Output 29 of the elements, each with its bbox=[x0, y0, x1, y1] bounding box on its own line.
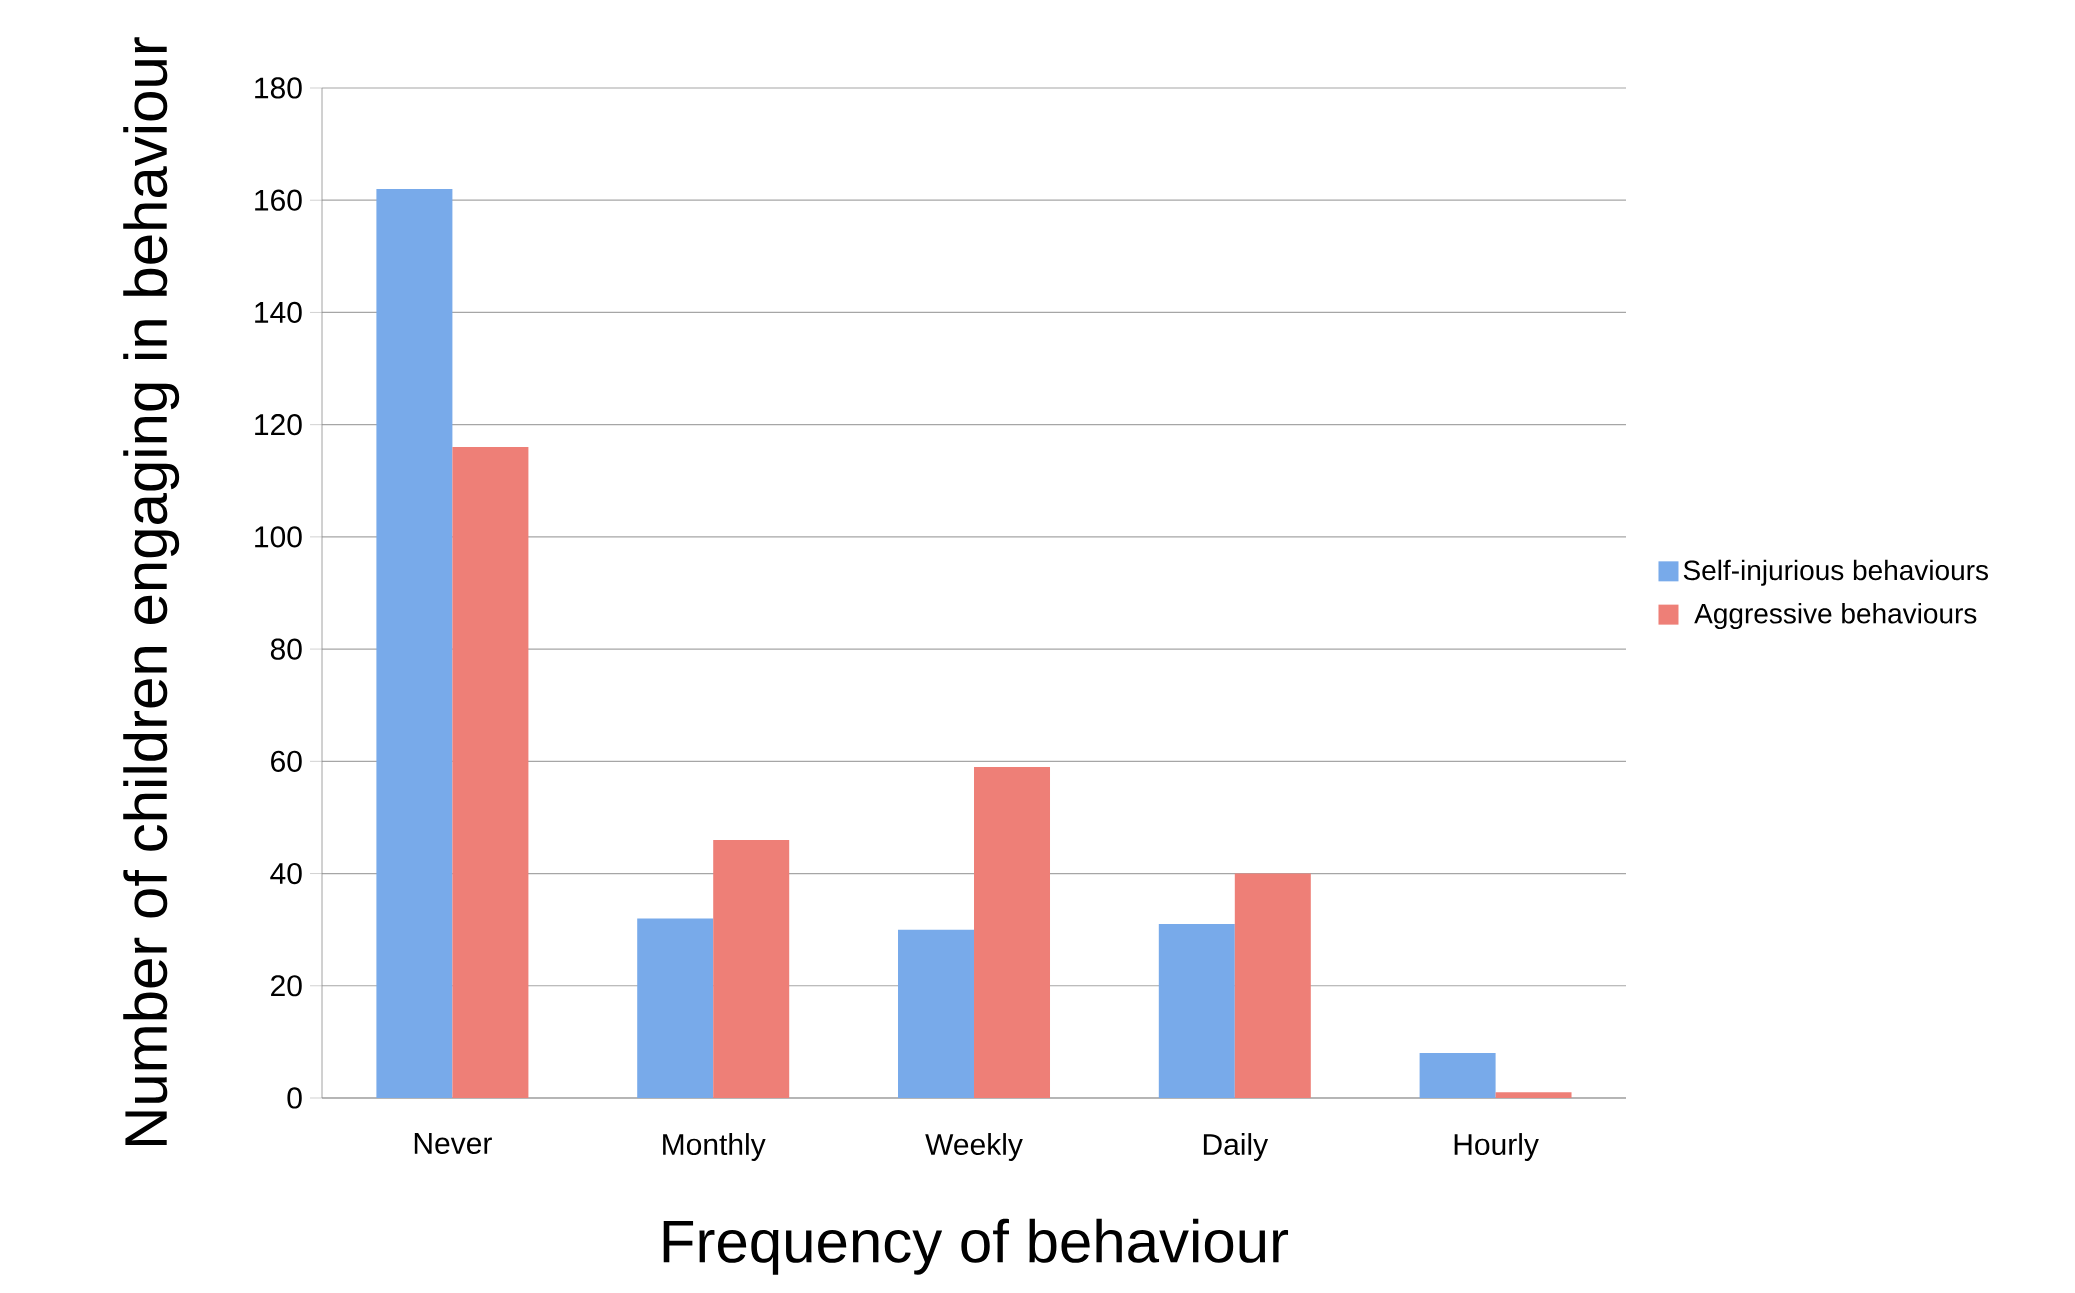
x-tick-label: Hourly bbox=[1454, 1133, 1539, 1161]
x-tick-label: Weekly bbox=[925, 1133, 1023, 1161]
bar bbox=[974, 766, 1050, 1098]
bar bbox=[713, 839, 790, 1098]
y-tick-label: 100 bbox=[255, 526, 302, 548]
bar bbox=[1234, 873, 1311, 1098]
legend-label: Self-injurious behaviours bbox=[1683, 559, 1988, 586]
bar bbox=[1495, 1092, 1572, 1098]
y-tick-label: 60 bbox=[271, 750, 302, 772]
y-tick-label: 180 bbox=[255, 77, 302, 99]
y-tick-label: 140 bbox=[255, 301, 302, 324]
y-tick-label: 20 bbox=[271, 975, 302, 997]
y-axis-title: Number of children engaging in behaviour bbox=[123, 37, 180, 1146]
bar bbox=[376, 188, 453, 1098]
x-axis-title: Frequency of behaviour bbox=[663, 1218, 1289, 1275]
legend-label: Aggressive behaviours bbox=[1694, 602, 1977, 630]
y-tick-label: 40 bbox=[270, 862, 302, 885]
bar bbox=[452, 447, 529, 1098]
y-tick-label: 120 bbox=[255, 414, 302, 436]
bar bbox=[1158, 924, 1235, 1098]
y-tick-label: 0 bbox=[287, 1087, 302, 1109]
x-tick-label: Daily bbox=[1203, 1133, 1269, 1161]
y-tick-label: 160 bbox=[255, 189, 302, 211]
y-tick-label: 80 bbox=[270, 638, 302, 660]
x-tick-label: Monthly bbox=[663, 1133, 766, 1161]
x-tick-label: Never bbox=[414, 1133, 492, 1154]
bar bbox=[898, 929, 975, 1098]
bar bbox=[637, 918, 714, 1098]
bar bbox=[1419, 1053, 1496, 1098]
